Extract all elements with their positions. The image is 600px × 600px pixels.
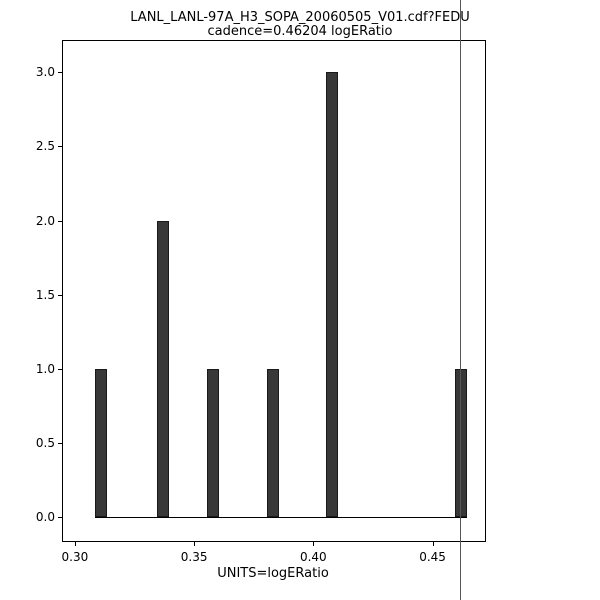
x-tick-mark [194,541,196,546]
y-tick-label: 2.0 [35,213,55,228]
y-tick-label: 0.5 [35,436,55,451]
plot-area: 0.30 0.35 0.40 0.45 0.0 0.5 1.0 1.5 2.0 2.5 3.0 [36,40,486,564]
y-tick-mark [58,517,63,519]
y-tick-label: 2.5 [35,139,55,154]
y-tick-label: 1.0 [35,361,55,376]
chart-title: LANL_LANL-97A_H3_SOPA_20060505_V01.cdf?F… [130,10,470,25]
x-tick-label: 0.30 [61,550,89,564]
x-tick-label: 0.35 [180,550,208,564]
x-tick-mark [74,541,76,546]
cadence-line [460,0,462,600]
y-tick-mark [58,443,63,445]
y-tick-label: 0.0 [35,510,55,525]
y-tick-mark [58,146,63,148]
y-tick-label: 3.0 [35,65,55,80]
y-tick-mark [58,294,63,296]
y-tick-mark [58,368,63,370]
histogram-bar [95,368,108,518]
y-tick-label: 1.5 [35,287,55,302]
y-tick-mark [58,72,63,74]
y-tick-mark [58,220,63,222]
x-tick-label: 0.40 [299,550,327,564]
x-tick-label: 0.45 [419,550,446,564]
x-axis-label: UNITS=logERatio [217,566,329,581]
x-tick-mark [313,541,315,546]
x-tick-mark [432,541,434,546]
histogram-bar [157,220,170,518]
chart-subtitle: cadence=0.46204 logERatio [207,24,393,39]
histogram-bar [207,368,220,518]
chart-title-block: LANL_LANL-97A_H3_SOPA_20060505_V01.cdf?F… [0,11,600,39]
histogram-bar [266,368,279,518]
zero-baseline [95,517,468,519]
histogram-bar [326,72,339,518]
